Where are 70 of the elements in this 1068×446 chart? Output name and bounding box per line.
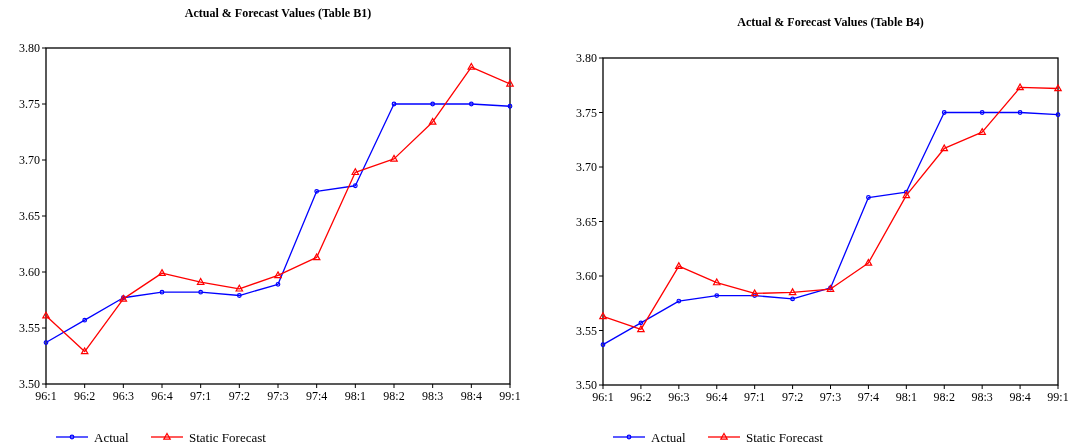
x-tick-label: 98:3 — [421, 389, 444, 403]
point — [42, 311, 50, 319]
x-tick-label: 97:1 — [189, 389, 212, 403]
y-tick-label: 3.70 — [576, 160, 597, 175]
x-tick-label: 96:4 — [151, 389, 173, 403]
point — [599, 312, 607, 320]
x-tick-label: 98:2 — [383, 389, 405, 403]
x-tick-label: 96:3 — [668, 390, 690, 404]
y-tick-label: 3.80 — [19, 41, 40, 56]
x-tick-label: 97:4 — [305, 389, 328, 403]
y-tick-label: 3.60 — [576, 269, 597, 284]
point — [158, 269, 166, 276]
x-tick-label: 97:3 — [819, 390, 842, 404]
y-tick-label: 3.55 — [576, 323, 597, 338]
y-tick-label: 3.60 — [19, 265, 40, 280]
point — [351, 168, 360, 176]
point — [390, 154, 398, 162]
point — [235, 284, 244, 292]
legend-label: Actual — [94, 429, 130, 445]
x-tick-label: 99:1 — [1047, 390, 1068, 404]
point — [712, 278, 721, 286]
x-tick-label: 97:4 — [857, 390, 880, 404]
y-tick-label: 3.55 — [19, 321, 40, 336]
x-tick-label: 97:2 — [781, 390, 804, 404]
y-tick-label: 3.70 — [19, 153, 40, 168]
x-tick-label: 96:4 — [706, 390, 728, 404]
x-tick-label: 98:1 — [895, 390, 918, 404]
point — [506, 79, 514, 87]
x-tick-label: 96:1 — [592, 390, 614, 404]
y-tick-label: 3.75 — [19, 97, 40, 112]
x-tick-label: 97:1 — [743, 390, 766, 404]
chart-title: Actual & Forecast Values (Table B4) — [737, 15, 924, 29]
point — [1016, 83, 1024, 91]
point — [1054, 84, 1062, 92]
x-tick-label: 99:1 — [499, 389, 521, 403]
x-tick-label: 98:2 — [933, 390, 955, 404]
point — [196, 277, 205, 285]
x-tick-label: 97:2 — [228, 389, 251, 403]
point — [902, 191, 911, 199]
point — [675, 262, 683, 269]
y-tick-label: 3.75 — [576, 105, 597, 120]
x-tick-label: 96:2 — [630, 390, 652, 404]
y-tick-label: 3.65 — [576, 214, 597, 229]
point — [978, 128, 986, 135]
point — [864, 258, 873, 266]
point — [788, 288, 797, 296]
x-tick-label: 97:3 — [267, 389, 289, 403]
point — [467, 62, 476, 70]
point — [750, 289, 759, 297]
x-tick-label: 98:4 — [1009, 390, 1031, 404]
point — [428, 117, 437, 125]
y-tick-label: 3.65 — [19, 209, 40, 224]
x-tick-label: 98:3 — [971, 390, 993, 404]
y-tick-label: 3.80 — [576, 51, 597, 66]
point — [80, 347, 89, 355]
x-tick-label: 96:1 — [35, 389, 57, 403]
x-tick-label: 98:1 — [344, 389, 367, 403]
chart-title: Actual & Forecast Values (Table B1) — [184, 6, 372, 20]
x-tick-label: 96:2 — [73, 389, 96, 403]
y-tick-label: 3.50 — [576, 378, 597, 393]
legend-label: Static Forecast — [746, 429, 824, 445]
x-tick-label: 98:4 — [460, 389, 483, 403]
y-tick-label: 3.50 — [19, 377, 40, 392]
point — [274, 271, 282, 279]
point — [637, 325, 645, 333]
legend-label: Static Forecast — [189, 429, 267, 445]
point — [940, 144, 949, 152]
x-tick-label: 96:3 — [112, 389, 135, 403]
legend-label: Actual — [651, 429, 687, 445]
point — [312, 253, 321, 261]
